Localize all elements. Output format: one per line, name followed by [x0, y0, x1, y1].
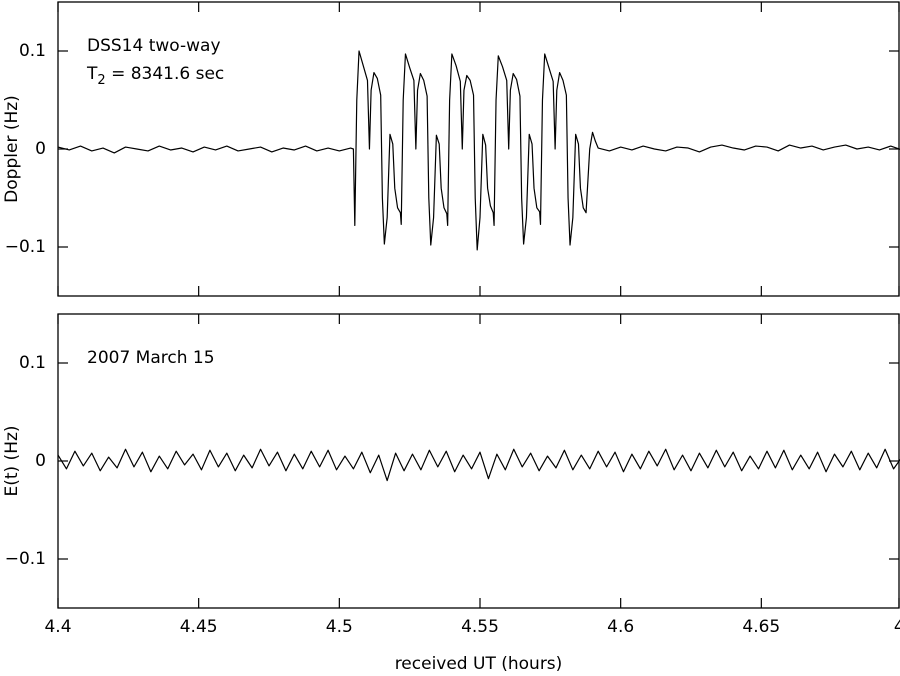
annotation-formula: T2 = 8341.6 sec	[86, 64, 224, 88]
x-tick-label: 4.5	[326, 617, 353, 637]
annotation: DSS14 two-way	[87, 36, 221, 56]
y-tick-label: 0.1	[19, 41, 46, 61]
formula-rest: = 8341.6 sec	[106, 64, 225, 84]
y-axis-label: E(t) (Hz)	[2, 425, 22, 496]
y-tick-label: 0	[35, 451, 46, 471]
y-tick-label: −0.1	[5, 549, 46, 569]
x-tick-label: 4.45	[180, 617, 218, 637]
x-tick-label: 4.65	[742, 617, 780, 637]
x-tick-label: 4.55	[461, 617, 499, 637]
annotation: 2007 March 15	[87, 348, 215, 368]
formula-subscript: 2	[97, 73, 105, 88]
y-tick-label: 0	[35, 139, 46, 159]
y-tick-label: −0.1	[5, 237, 46, 257]
x-tick-label: 4.	[894, 617, 900, 637]
data-line	[57, 50, 900, 251]
y-tick-label: 0.1	[19, 353, 46, 373]
data-line	[57, 448, 900, 482]
x-tick-label: 4.6	[607, 617, 634, 637]
formula-main: T	[86, 64, 98, 84]
x-tick-label: 4.4	[44, 617, 71, 637]
x-axis-label: received UT (hours)	[395, 654, 563, 674]
y-axis-label: Doppler (Hz)	[2, 95, 22, 203]
